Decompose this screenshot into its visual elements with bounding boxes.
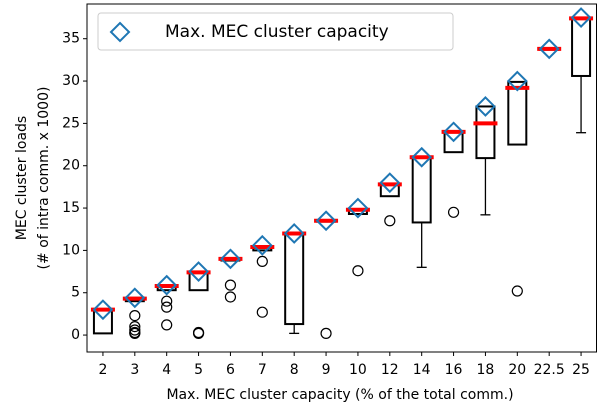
x-tick-label: 18: [477, 362, 495, 378]
outlier: [224, 279, 237, 291]
outlier: [320, 327, 332, 339]
y-tick-label: 35: [62, 31, 80, 47]
box: [284, 232, 305, 326]
y-tick-label: 10: [62, 242, 80, 258]
legend-marker: [109, 21, 131, 43]
capacity-marker: [570, 7, 592, 28]
capacity-marker: [283, 223, 305, 244]
x-tick-label: 14: [413, 362, 431, 378]
outlier: [511, 285, 523, 297]
y-tick-label: 0: [71, 327, 80, 343]
outlier: [192, 327, 205, 339]
capacity-marker: [475, 96, 496, 117]
x-tick-label: 6: [226, 362, 235, 378]
capacity-marker: [188, 261, 209, 282]
legend-label: Max. MEC cluster capacity: [165, 22, 389, 42]
capacity-marker: [347, 197, 369, 219]
box: [507, 80, 528, 146]
outlier: [384, 215, 396, 227]
outlier: [129, 324, 141, 336]
outlier: [129, 309, 141, 322]
capacity-marker: [443, 121, 464, 143]
capacity-marker: [411, 146, 433, 168]
capacity-marker: [506, 70, 528, 92]
x-tick-label: 12: [381, 362, 399, 378]
x-tick-label: 25: [572, 362, 590, 378]
x-tick-label: 22.5: [534, 362, 565, 378]
outlier: [224, 291, 237, 303]
capacity-marker: [92, 299, 114, 321]
plot-frame: [86, 3, 597, 353]
x-tick-label: 5: [194, 362, 203, 378]
x-axis-label: Max. MEC cluster capacity (% of the tota…: [166, 387, 513, 403]
x-tick-label: 10: [349, 362, 367, 378]
y-tick-label: 20: [62, 158, 80, 174]
y-tick-label: 15: [62, 200, 80, 216]
capacity-marker: [251, 234, 273, 256]
x-tick-label: 7: [258, 362, 267, 378]
outlier: [161, 295, 173, 307]
x-tick-label: 3: [130, 362, 139, 378]
x-tick-label: 9: [322, 362, 331, 378]
capacity-marker: [315, 210, 337, 232]
outlier: [129, 327, 141, 339]
y-tick-label: 30: [62, 73, 80, 89]
capacity-marker: [379, 172, 401, 194]
x-tick-label: 2: [98, 362, 107, 378]
x-tick-label: 4: [162, 362, 171, 378]
outlier: [256, 255, 268, 268]
capacity-marker: [124, 287, 146, 309]
y-axis-label: (# of intra comm. x 1000): [36, 87, 52, 270]
capacity-marker: [538, 38, 560, 60]
y-tick-label: 25: [62, 115, 80, 131]
outlier: [129, 320, 141, 333]
box: [475, 105, 496, 160]
outlier: [161, 301, 173, 313]
outlier: [161, 319, 173, 331]
outlier: [447, 206, 460, 218]
y-axis-label: MEC cluster loads: [14, 116, 30, 240]
legend-frame: [97, 12, 454, 51]
x-tick-label: 8: [290, 362, 299, 378]
x-tick-label: 16: [445, 362, 463, 378]
y-tick-label: 5: [71, 285, 80, 301]
capacity-marker: [220, 248, 241, 270]
x-tick-label: 20: [508, 362, 526, 378]
outlier: [256, 306, 268, 318]
capacity-marker: [156, 274, 178, 296]
outlier: [352, 265, 364, 277]
